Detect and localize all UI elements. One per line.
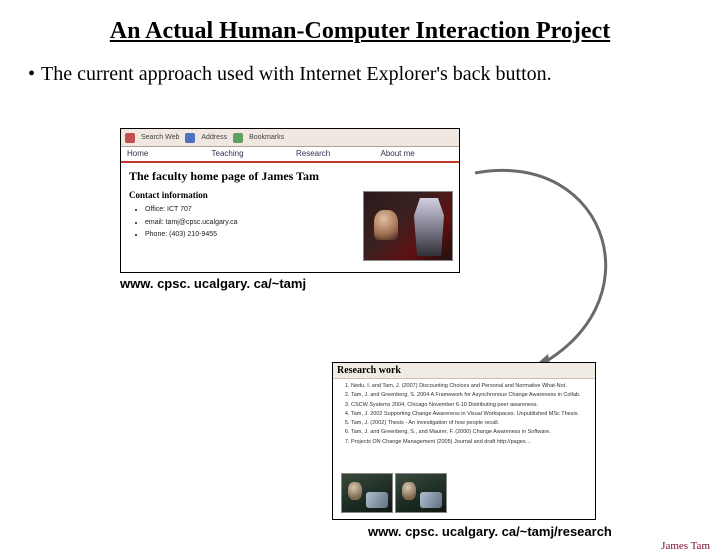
author-footer: James Tam: [661, 540, 710, 552]
page-heading: The faculty home page of James Tam: [129, 169, 451, 184]
lower-screenshot: Research work Nedu, I. and Tam, J. (2007…: [332, 362, 596, 520]
tab-teaching[interactable]: Teaching: [206, 147, 291, 161]
toolbar-icon: [233, 133, 243, 143]
research-list: Nedu, I. and Tam, J. (2007) Discounting …: [345, 379, 595, 450]
browser-toolbar: Search Web Address Bookmarks: [121, 129, 459, 147]
bullet-marker: •: [28, 63, 35, 86]
tab-research[interactable]: Research: [290, 147, 375, 161]
toolbar-label: Bookmarks: [249, 134, 284, 141]
research-item: CSCW Systems 2004, Chicago November 6-10…: [351, 401, 589, 409]
upper-caption: www. cpsc. ucalgary. ca/~tamj: [120, 276, 306, 291]
main-bullet: • The current approach used with Interne…: [28, 63, 700, 86]
toolbar-icon: [125, 133, 135, 143]
upper-screenshot: Search Web Address Bookmarks Home Teachi…: [120, 128, 460, 273]
thumbnail-row: [341, 473, 447, 513]
tab-home[interactable]: Home: [121, 147, 206, 161]
bullet-text: The current approach used with Internet …: [41, 63, 552, 86]
faculty-photo: [363, 191, 453, 261]
page-body: The faculty home page of James Tam Conta…: [121, 163, 459, 272]
research-item: Tam, J. and Greenberg, S., and Maurer, F…: [351, 428, 589, 436]
back-arrow-icon: [430, 138, 660, 388]
toolbar-label: Search Web: [141, 134, 179, 141]
tab-aboutme[interactable]: About me: [375, 147, 460, 161]
toolbar-label: Address: [201, 134, 227, 141]
lower-caption: www. cpsc. ucalgary. ca/~tamj/research: [368, 524, 612, 539]
research-item: Tam, J. and Greenberg, S. 2004 A Framewo…: [351, 391, 589, 399]
research-item: Projects ON Change Management (2005) Jou…: [351, 438, 589, 446]
research-thumbnail: [395, 473, 447, 513]
research-heading: Research work: [333, 363, 595, 379]
research-item: Nedu, I. and Tam, J. (2007) Discounting …: [351, 382, 589, 390]
nav-tabs: Home Teaching Research About me: [121, 147, 459, 163]
research-item: Tam, J. 2002 Supporting Change Awareness…: [351, 410, 589, 418]
slide-title: An Actual Human-Computer Interaction Pro…: [0, 18, 720, 45]
research-thumbnail: [341, 473, 393, 513]
toolbar-icon: [185, 133, 195, 143]
research-item: Tam, J. (2002) Thesis - An investigation…: [351, 419, 589, 427]
